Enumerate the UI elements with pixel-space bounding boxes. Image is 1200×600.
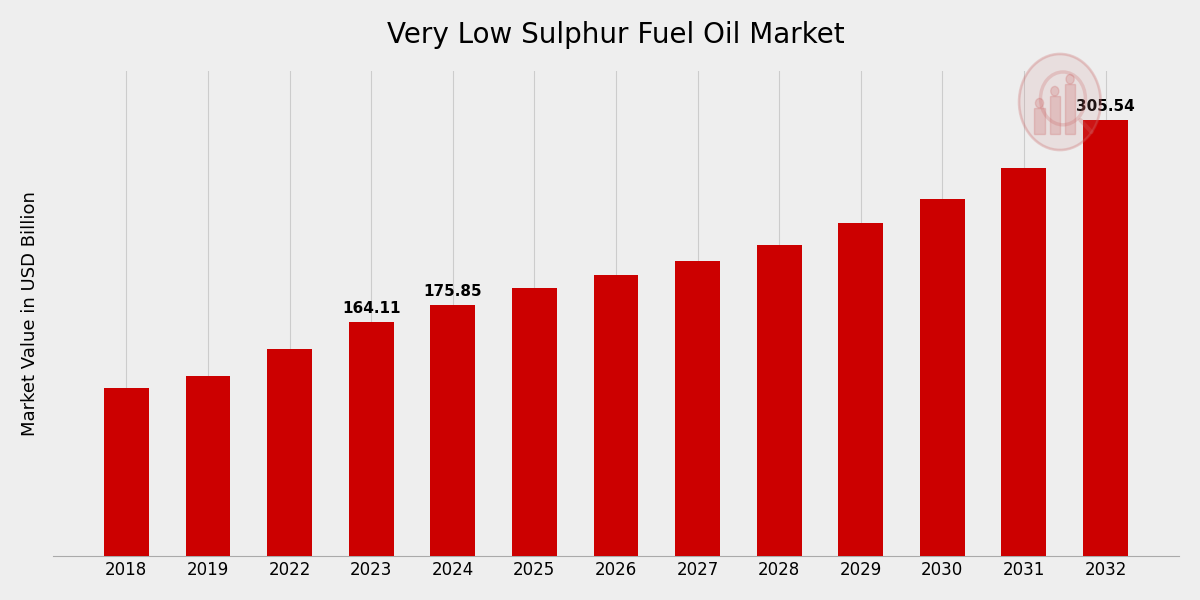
Text: 164.11: 164.11 bbox=[342, 301, 401, 316]
Bar bbox=[839, 223, 883, 556]
Bar bbox=[1066, 84, 1075, 134]
Bar bbox=[1050, 96, 1060, 134]
Y-axis label: Market Value in USD Billion: Market Value in USD Billion bbox=[20, 191, 38, 436]
Bar bbox=[1084, 120, 1128, 556]
Bar bbox=[186, 376, 230, 556]
Bar bbox=[349, 322, 394, 556]
Text: 175.85: 175.85 bbox=[424, 284, 482, 299]
Bar bbox=[431, 305, 475, 556]
Circle shape bbox=[1051, 86, 1058, 96]
Bar bbox=[1002, 168, 1046, 556]
Bar bbox=[268, 349, 312, 556]
Bar bbox=[104, 388, 149, 556]
Bar bbox=[676, 260, 720, 556]
Circle shape bbox=[1036, 98, 1044, 108]
Circle shape bbox=[1019, 54, 1100, 150]
Text: 305.54: 305.54 bbox=[1076, 99, 1135, 114]
Bar bbox=[757, 245, 802, 556]
Bar bbox=[920, 199, 965, 556]
Circle shape bbox=[1066, 74, 1074, 84]
Bar bbox=[512, 288, 557, 556]
Bar bbox=[594, 275, 638, 556]
Title: Very Low Sulphur Fuel Oil Market: Very Low Sulphur Fuel Oil Market bbox=[388, 21, 845, 49]
Bar bbox=[1034, 108, 1045, 134]
